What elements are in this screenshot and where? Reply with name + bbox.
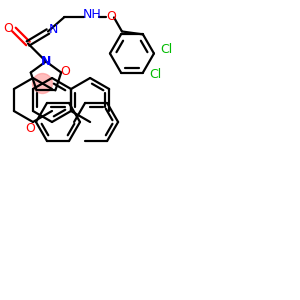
Text: Cl: Cl [160, 43, 172, 56]
Text: N: N [41, 55, 51, 68]
Text: O: O [3, 22, 13, 35]
Circle shape [32, 74, 52, 94]
Text: O: O [25, 122, 35, 134]
Text: O: O [60, 65, 70, 78]
Text: O: O [106, 10, 116, 23]
Text: N: N [48, 23, 58, 36]
Text: NH: NH [82, 8, 101, 21]
Text: Cl: Cl [149, 68, 161, 81]
